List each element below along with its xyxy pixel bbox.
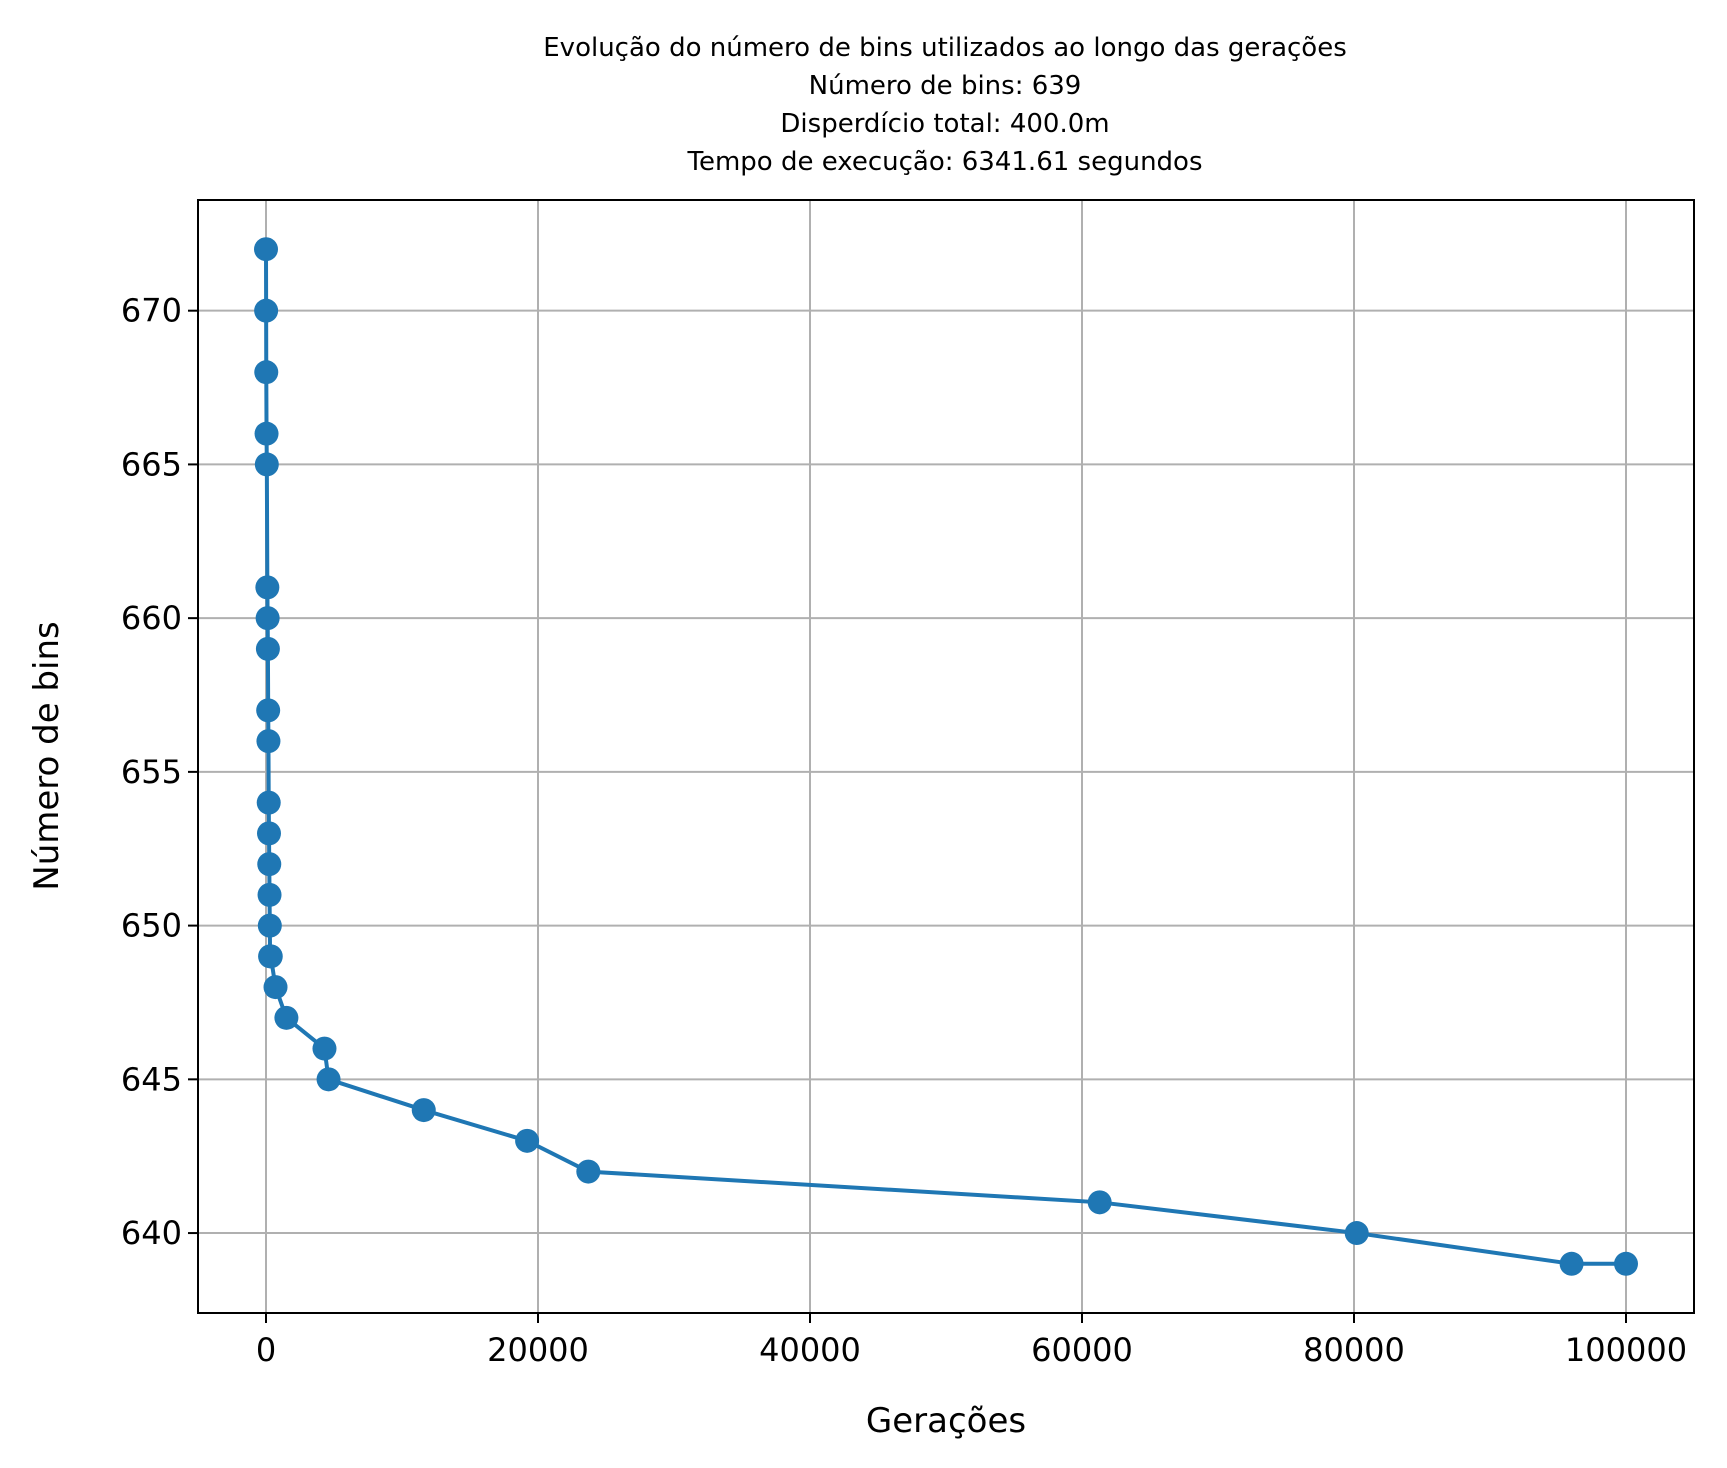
data-point [256,729,281,754]
data-point [274,1005,299,1030]
data-point [316,1067,341,1092]
grid [198,200,1694,1313]
data-point [258,944,283,969]
data-point [255,636,280,661]
data-point [254,360,279,385]
x-tick-label: 80000 [1303,1331,1405,1369]
axis-ticks: 0 20000 40000 60000 80000 100000 640 645 650 655 6… [121,292,1687,1369]
data-point [257,882,282,907]
data-point [1087,1190,1112,1215]
data-point [515,1128,540,1153]
y-axis-label: Número de bins [27,621,67,890]
data-point [1344,1221,1369,1246]
y-tick-label: 650 [121,907,182,945]
data-point [576,1159,601,1184]
data-point [255,606,280,631]
data-point [312,1036,337,1061]
x-axis-label: Gerações [866,1401,1026,1441]
data-point [255,575,280,600]
y-tick-label: 660 [121,599,182,637]
data-point [254,421,279,446]
title-line-4: Tempo de execução: 6341.61 segundos [686,147,1202,177]
title-line-2: Número de bins: 639 [809,71,1082,101]
y-tick-label: 645 [121,1060,182,1098]
y-tick-label: 665 [121,445,182,483]
data-point [254,452,279,477]
data-point [411,1098,436,1123]
title-line-1: Evolução do número de bins utilizados ao… [543,33,1347,63]
data-point [1614,1251,1638,1276]
data-point [257,913,282,938]
x-tick-label: 100000 [1565,1331,1687,1369]
series-line [254,237,1638,1276]
data-point [263,975,288,1000]
y-tick-label: 655 [121,753,182,791]
data-point [254,298,279,323]
series-polyline [264,249,1626,1266]
x-tick-label: 40000 [759,1331,861,1369]
data-point [256,821,281,846]
title-line-3: Disperdício total: 400.0m [780,109,1109,139]
data-point [1559,1251,1584,1276]
plot-frame [197,199,1695,1314]
x-tick-label: 0 [256,1331,276,1369]
y-tick-label: 670 [121,292,182,330]
data-point [256,790,281,815]
y-tick-label: 640 [121,1214,182,1252]
data-point [254,237,278,262]
chart-title: Evolução do número de bins utilizados ao… [543,33,1347,177]
data-point [257,852,282,877]
data-point [256,698,281,723]
x-tick-label: 20000 [487,1331,589,1369]
x-tick-label: 60000 [1031,1331,1133,1369]
